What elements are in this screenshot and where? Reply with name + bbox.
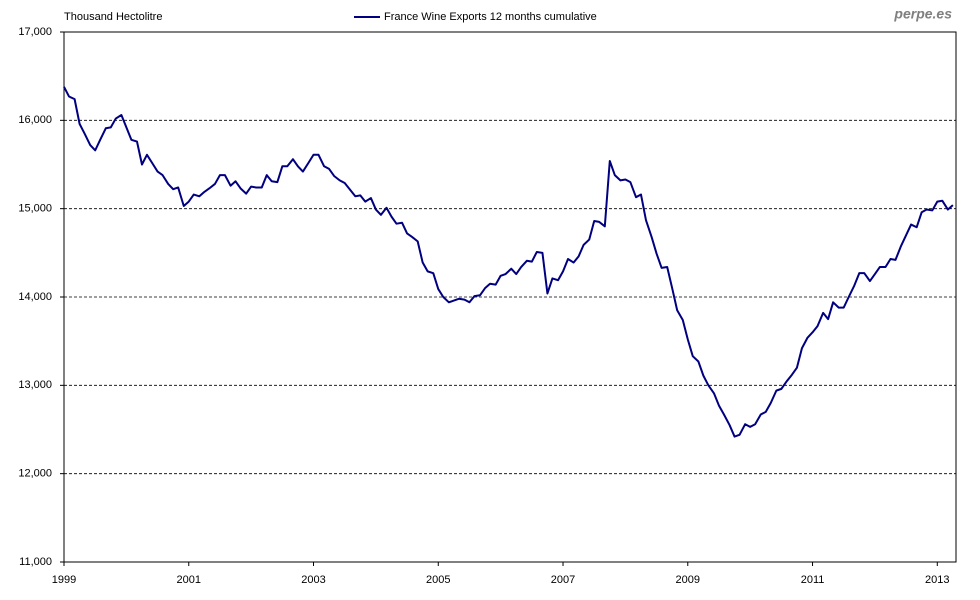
x-tick-label: 2011 — [801, 574, 825, 586]
y-tick-label: 17,000 — [18, 26, 52, 38]
y-tick-label: 11,000 — [19, 556, 52, 568]
watermark: perpe.es — [893, 6, 952, 22]
data-line — [63, 86, 954, 438]
y-tick-label: 14,000 — [18, 291, 52, 303]
x-tick-label: 2007 — [551, 574, 575, 586]
y-axis-label: Thousand Hectolitre — [64, 11, 162, 23]
x-tick-label: 2013 — [925, 574, 949, 586]
y-tick-label: 15,000 — [18, 203, 52, 215]
x-tick-label: 2003 — [301, 574, 325, 586]
legend: France Wine Exports 12 months cumulative — [354, 11, 597, 23]
y-tick-label: 13,000 — [18, 379, 52, 391]
legend-label: France Wine Exports 12 months cumulative — [384, 11, 597, 23]
x-tick-label: 2009 — [676, 574, 700, 586]
x-tick-label: 2001 — [177, 574, 201, 586]
x-tick-label: 1999 — [52, 574, 76, 586]
y-tick-label: 12,000 — [18, 468, 52, 480]
y-tick-label: 16,000 — [18, 114, 52, 126]
x-tick-label: 2005 — [426, 574, 450, 586]
